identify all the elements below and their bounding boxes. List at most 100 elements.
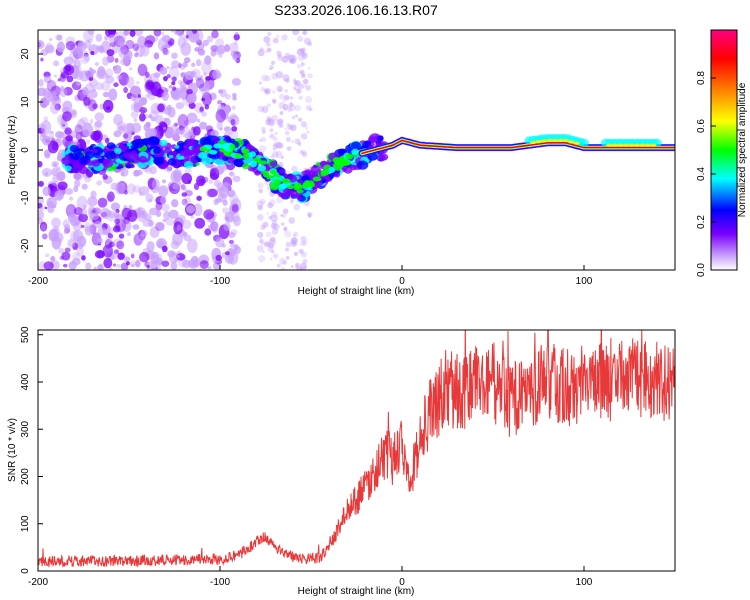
spectrogram-cell <box>230 243 236 248</box>
spectrogram-cell <box>350 164 358 171</box>
spectrogram-cell <box>207 266 212 270</box>
spectrogram-cell <box>285 137 291 143</box>
spectrogram-ytick-label: -10 <box>20 190 31 205</box>
spectrogram-cell <box>120 58 129 66</box>
spectrogram-cell <box>299 48 305 54</box>
spectrogram-cell <box>296 184 304 190</box>
spectrogram-cell <box>51 217 61 228</box>
spectrogram-cell <box>280 214 283 217</box>
spectrogram-cell <box>64 165 73 172</box>
spectrogram-cell <box>181 198 188 206</box>
spectrogram-cell <box>59 40 63 44</box>
spectrogram-cell <box>264 75 271 82</box>
spectrogram-cell <box>38 180 44 187</box>
spectrogram-cell <box>131 126 136 132</box>
spectrogram-cell <box>107 232 112 239</box>
colorbar-tick-label: 0.2 <box>696 215 707 229</box>
spectrogram-cell <box>150 251 160 260</box>
spectrogram-cell <box>204 55 212 65</box>
spectrogram-cell <box>86 160 94 166</box>
spectrogram-cell <box>258 255 266 263</box>
spectrogram-cell <box>260 86 265 92</box>
spectrogram-cell <box>535 140 542 144</box>
spectrogram-cell <box>297 54 305 62</box>
spectrogram-cell <box>50 255 56 262</box>
spectrogram-cell <box>234 245 241 255</box>
spectrogram-cell <box>127 232 131 237</box>
spectrogram-cell <box>170 261 178 270</box>
spectrogram-cell <box>284 94 290 101</box>
spectrogram-cell <box>307 66 311 70</box>
spectrogram-cell <box>139 44 150 57</box>
spectrogram-cell <box>139 107 148 114</box>
spectrogram-cell <box>297 196 303 201</box>
spectrogram-cell <box>216 44 226 55</box>
spectrogram-cell <box>264 49 269 54</box>
spectrogram-cell <box>222 207 229 214</box>
spectrogram-cell <box>139 251 150 263</box>
spectrogram-cell <box>45 89 57 102</box>
spectrogram-cell <box>108 88 118 101</box>
spectrogram-cell <box>304 180 315 187</box>
spectrogram-cell <box>132 224 140 230</box>
spectrogram-cell <box>194 217 206 229</box>
spectrogram-cell <box>148 114 153 119</box>
spectrogram-cell <box>266 103 272 108</box>
spectrogram-cell <box>215 223 220 228</box>
spectrogram-cell <box>305 85 312 91</box>
spectrogram-cell <box>269 257 273 261</box>
spectrogram-cell <box>181 219 192 230</box>
spectrogram-cell <box>257 165 267 172</box>
spectrogram-cell <box>644 143 651 147</box>
spectrogram-cell <box>104 137 110 144</box>
snr-xlabel: Height of straight line (km) <box>298 586 415 597</box>
spectrogram-cell <box>228 232 236 238</box>
spectrogram-cell <box>259 81 262 85</box>
spectrogram-cell <box>87 205 95 215</box>
spectrogram-cell <box>151 178 160 191</box>
spectrogram-xtick-label: 100 <box>576 276 593 287</box>
spectrogram-cell <box>172 168 183 181</box>
spectrogram-cell <box>201 97 206 102</box>
spectrogram-cell <box>56 156 62 162</box>
spectrogram-cell <box>90 212 99 221</box>
snr-panel: -200 -100 0 100 0 100 200 300 400 500 Height of s… <box>7 326 676 597</box>
spectrogram-cell <box>167 169 172 173</box>
spectrogram-cell <box>269 243 274 248</box>
spectrogram-cell <box>259 139 262 142</box>
spectrogram-cell <box>195 175 206 187</box>
spectrogram-ytick-label: 10 <box>20 96 31 108</box>
spectrogram-cell <box>46 80 57 92</box>
spectrogram-cell <box>286 256 290 260</box>
spectrogram-cell <box>201 111 207 117</box>
spectrogram-cell <box>137 210 146 223</box>
spectrogram-ylabel: Frequency (Hz) <box>7 116 18 185</box>
spectrogram-cell <box>223 126 231 132</box>
spectrogram-cell <box>161 245 168 253</box>
spectrogram-cell <box>134 30 144 37</box>
spectrogram-cell <box>143 123 150 132</box>
spectrogram-cell <box>102 173 108 180</box>
spectrogram-cell <box>343 166 353 174</box>
spectrogram-cell <box>207 188 219 198</box>
spectrogram-cell <box>232 175 241 183</box>
spectrogram-cell <box>291 237 298 244</box>
spectrogram-cell <box>215 237 225 248</box>
spectrogram-cell <box>45 42 54 52</box>
spectrogram-cell <box>259 198 266 205</box>
spectrogram-cell <box>283 227 287 231</box>
spectrogram-cell <box>66 75 74 83</box>
spectrogram-cell <box>144 213 152 222</box>
spectrogram-cell <box>149 226 160 239</box>
spectrogram-cell <box>53 74 58 78</box>
spectrogram-cell <box>350 141 362 150</box>
spectrogram-cell <box>74 179 81 188</box>
spectrogram-cell <box>218 54 223 58</box>
spectrogram-cell <box>139 97 148 106</box>
spectrogram-cell <box>562 138 569 142</box>
spectrogram-cell <box>265 41 271 47</box>
spectrogram-ytick-label: 0 <box>20 147 31 153</box>
spectrogram-cell <box>606 143 613 147</box>
spectrogram-cell <box>64 127 72 135</box>
